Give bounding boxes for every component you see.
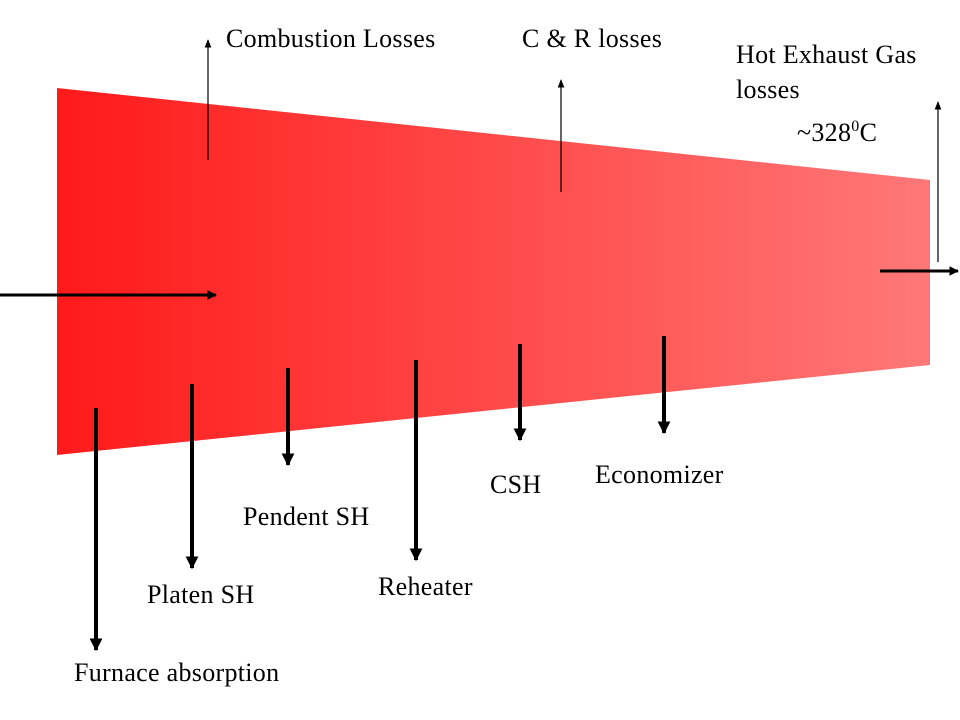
pendent-sh-label: Pendent SH (243, 502, 370, 531)
cr-losses-label: C & R losses (522, 24, 663, 53)
exhaust-temperature-label: ~3280C (797, 118, 877, 148)
exhaust-temperature-degree: 0 (851, 118, 860, 135)
furnace-absorption-label: Furnace absorption (74, 658, 280, 687)
hot-exhaust-label-line1: Hot Exhaust Gas (736, 40, 917, 69)
combustion-losses-label: Combustion Losses (226, 24, 436, 53)
economizer-label: Economizer (595, 460, 724, 489)
exhaust-temperature-unit: C (859, 118, 878, 147)
csh-label: CSH (490, 470, 542, 499)
exhaust-temperature-value: ~328 (797, 118, 852, 147)
boiler-gas-path-shape (57, 88, 930, 455)
platen-sh-label: Platen SH (147, 580, 255, 609)
reheater-label: Reheater (378, 572, 473, 601)
hot-exhaust-label-line2: losses (736, 75, 800, 104)
